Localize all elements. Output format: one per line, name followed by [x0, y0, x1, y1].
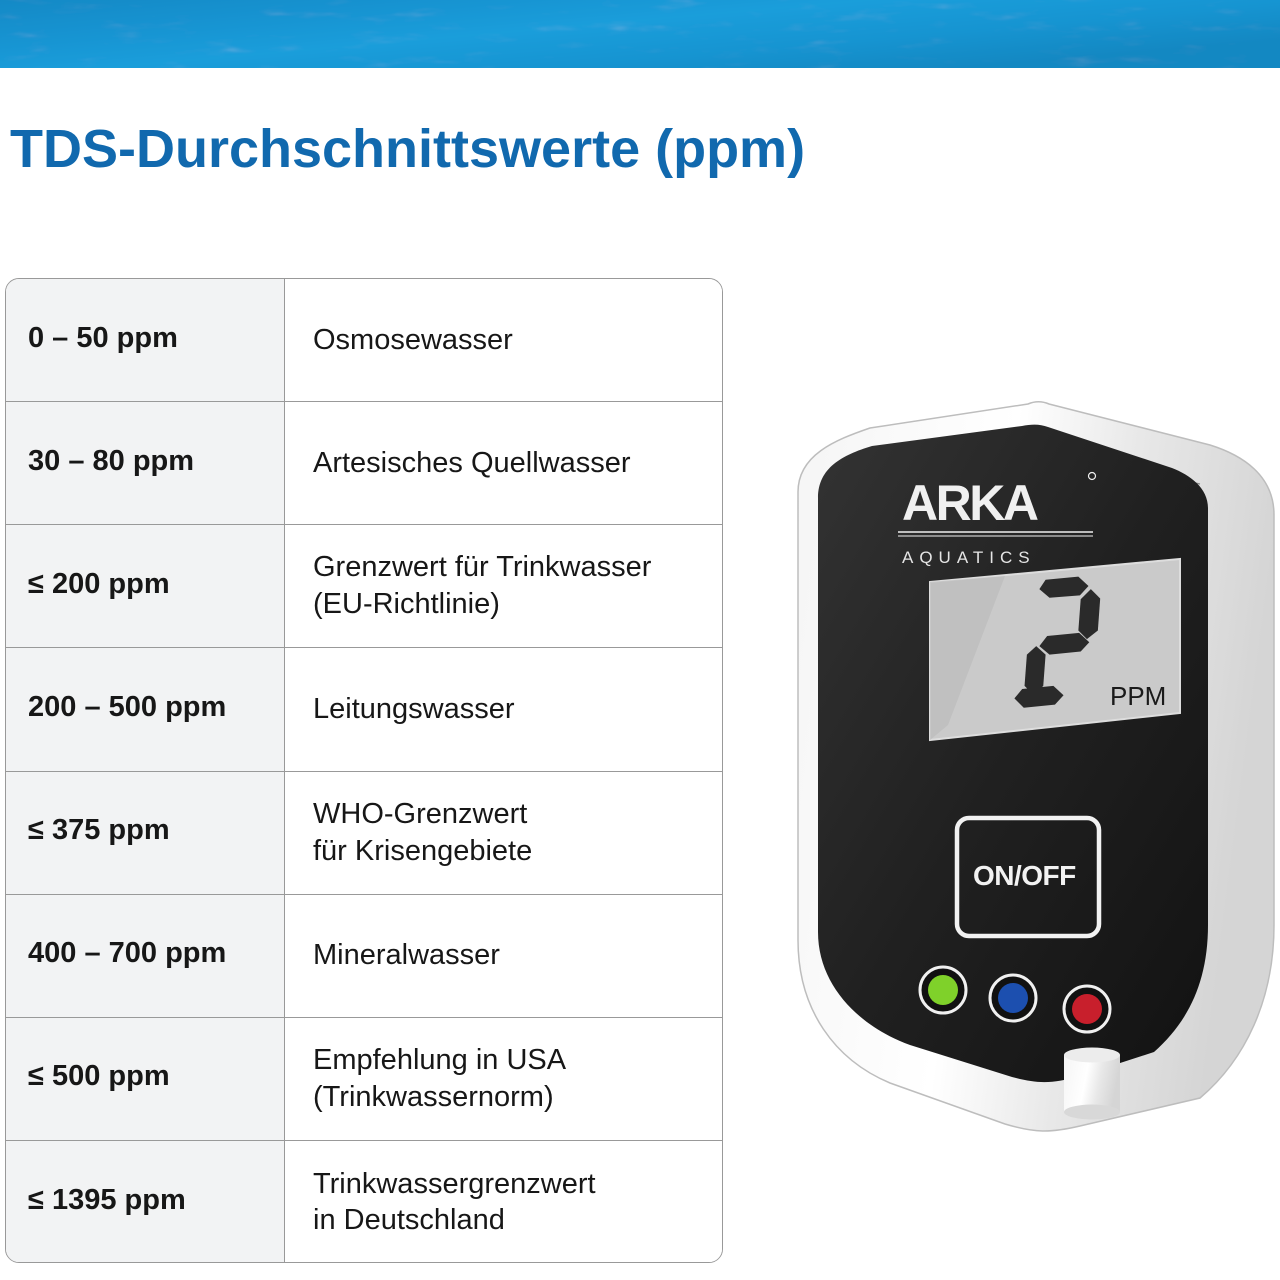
svg-text:PPM: PPM: [1110, 681, 1166, 711]
svg-text:ON/OFF: ON/OFF: [973, 860, 1076, 891]
svg-text:AQUATICS: AQUATICS: [902, 548, 1036, 567]
svg-text:ARKA: ARKA: [902, 475, 1038, 531]
